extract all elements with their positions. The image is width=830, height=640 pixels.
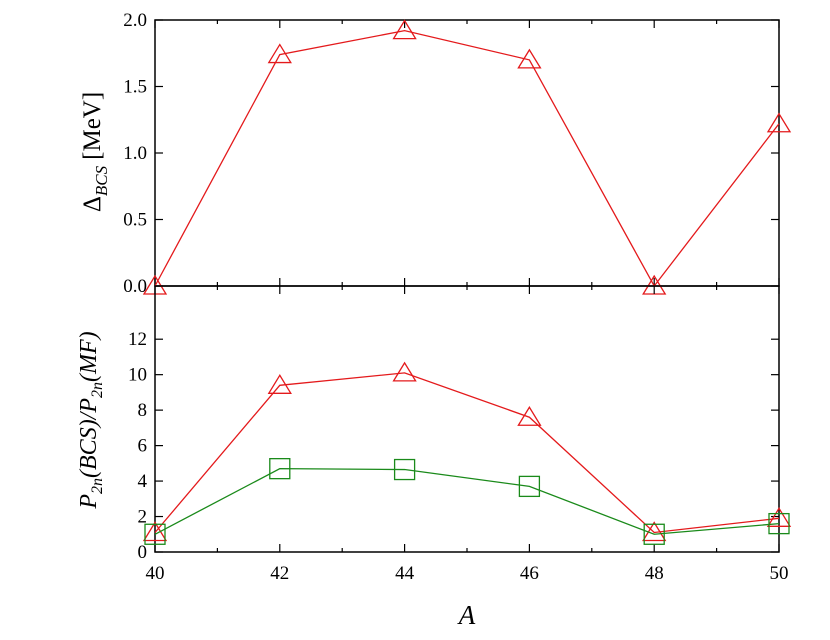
bottom-series-2-point: [393, 458, 416, 481]
x-tick-label: 40: [146, 563, 165, 584]
x-tick-label: 50: [770, 563, 789, 584]
bottom-series-2-point: [518, 475, 541, 498]
top-y-tick-label: 0.0: [123, 276, 147, 297]
top-y-tick-label: 2.0: [123, 10, 147, 31]
top-y-axis-label: ΔBCS[MeV]: [79, 92, 111, 212]
bottom-series-1-point: [267, 374, 292, 394]
bottom-y-tick-label: 2: [138, 507, 148, 528]
bottom-series-2-line: [154, 468, 780, 535]
top-panel: 0.0 0.5 1.0 1.5 2.0: [123, 10, 792, 297]
bottom-series-2-point: [269, 458, 291, 480]
x-tick-label: 46: [520, 563, 539, 584]
x-tick-label: 48: [645, 563, 664, 584]
x-axis-label: A: [457, 600, 476, 630]
top-y-tick-label: 0.5: [123, 210, 147, 231]
bottom-series-1-point: [517, 405, 542, 426]
bottom-y-tick-label: 10: [128, 365, 147, 386]
bottom-y-tick-label: 6: [138, 436, 148, 457]
bottom-y-tick-label: 8: [138, 400, 148, 421]
top-y-tick-label: 1.0: [123, 143, 147, 164]
bottom-frame: [154, 285, 780, 553]
bottom-series-2-point: [643, 523, 665, 545]
bottom-y-tick-label: 12: [128, 329, 147, 350]
top-series-1-point: [517, 48, 542, 69]
top-series-1-point: [267, 43, 292, 64]
bottom-y-tick-label: 4: [138, 471, 148, 492]
x-tick-label: 44: [395, 563, 415, 584]
bottom-y-axis-label: P2n(BCS)/P2n(MF): [76, 331, 106, 509]
top-series-1-point: [392, 19, 417, 40]
bottom-series-2-point: [144, 523, 166, 545]
bottom-series-2-point: [768, 512, 790, 535]
bottom-series-1-line: [154, 372, 780, 534]
top-series-1-line: [154, 29, 780, 288]
bottom-series-1-point: [766, 507, 792, 527]
top-y-tick-label: 1.5: [123, 77, 147, 98]
bottom-y-tick-label: 0: [138, 542, 148, 563]
top-series-1-point: [766, 112, 792, 133]
x-tick-label: 42: [270, 563, 289, 584]
bottom-series-1-point: [392, 361, 417, 382]
